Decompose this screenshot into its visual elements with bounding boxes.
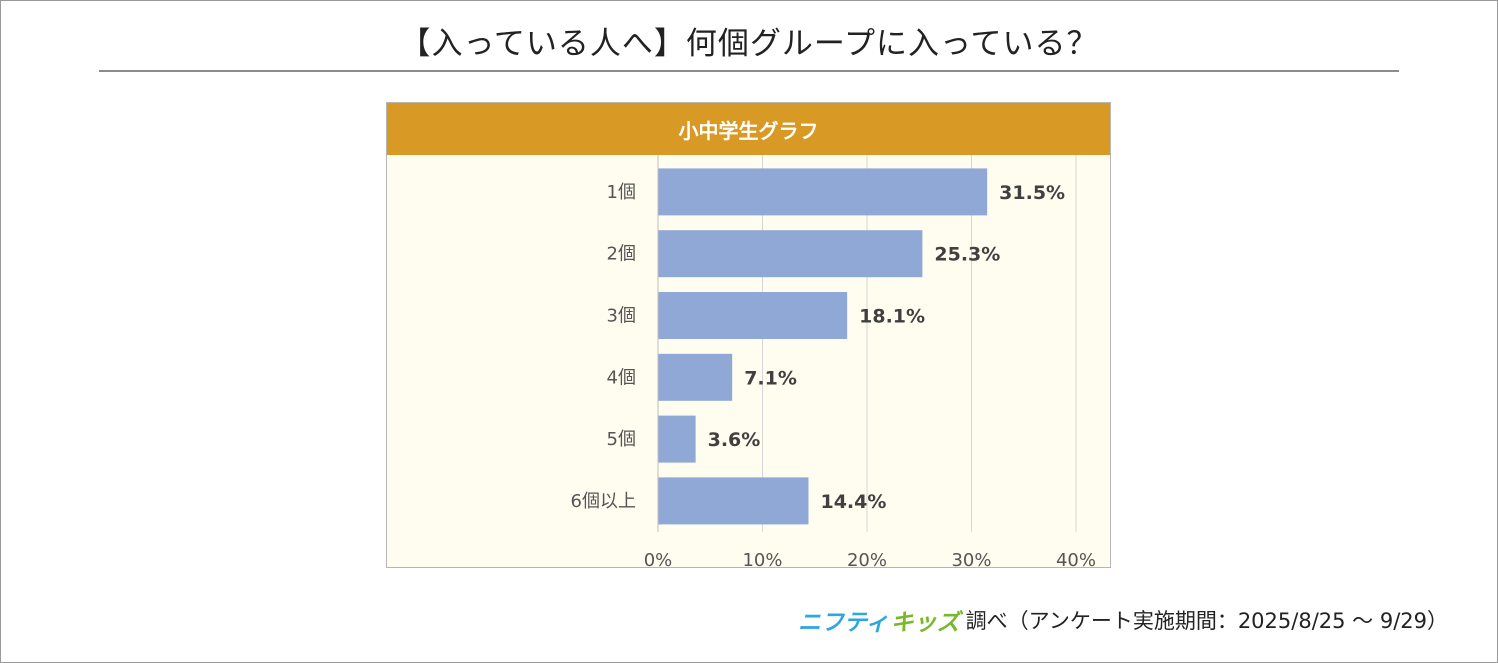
brand-logo-part1: ニフティ: [798, 610, 889, 636]
bar-chart: 0% 10% 20% 30% 40% 1個 31.5% 2個 25.3% 3個 18.1% 4個 7.1…: [571, 155, 1096, 567]
x-tick-label: 20%: [847, 550, 887, 567]
bar-2: [658, 230, 923, 278]
category-label: 2個: [607, 244, 636, 265]
bar-5: [658, 415, 696, 463]
x-tick-label: 40%: [1056, 550, 1096, 567]
x-tick-label: 0%: [644, 550, 673, 567]
footer-credit: ニフティ キッズ 調べ（アンケート実施期間：2025/8/25 ～ 9/29）: [798, 603, 1448, 637]
bar-3: [658, 292, 848, 339]
bar-1: [658, 168, 988, 216]
survey-period: 調べ（アンケート実施期間：2025/8/25 ～ 9/29）: [965, 609, 1448, 633]
category-label: 3個: [607, 306, 636, 327]
category-label: 1個: [607, 182, 636, 203]
category-label: 4個: [607, 367, 636, 388]
bar-4: [658, 353, 733, 401]
data-label: 25.3%: [934, 244, 1000, 266]
data-label: 3.6%: [708, 429, 761, 451]
brand-logo-part2: キッズ: [890, 610, 960, 636]
data-label: 31.5%: [999, 182, 1065, 204]
data-label: 7.1%: [744, 367, 797, 389]
x-tick-label: 30%: [951, 550, 991, 567]
page-title: 【入っている人へ】何個グループに入っている？: [399, 26, 1099, 62]
bar-6: [658, 477, 809, 525]
chart-title: 小中学生グラフ: [387, 103, 1110, 155]
data-label: 14.4%: [820, 491, 886, 513]
category-label: 6個以上: [571, 491, 636, 512]
x-tick-label: 10%: [742, 550, 782, 567]
title-divider: [99, 70, 1399, 72]
category-label: 5個: [607, 429, 636, 450]
data-label: 18.1%: [859, 306, 925, 328]
brand-logo: ニフティ キッズ: [798, 603, 960, 637]
chart-panel: 小中学生グラフ 0% 10% 20% 30% 40% 1個 31.5% 2個 25.3% 3個 18…: [386, 102, 1111, 568]
